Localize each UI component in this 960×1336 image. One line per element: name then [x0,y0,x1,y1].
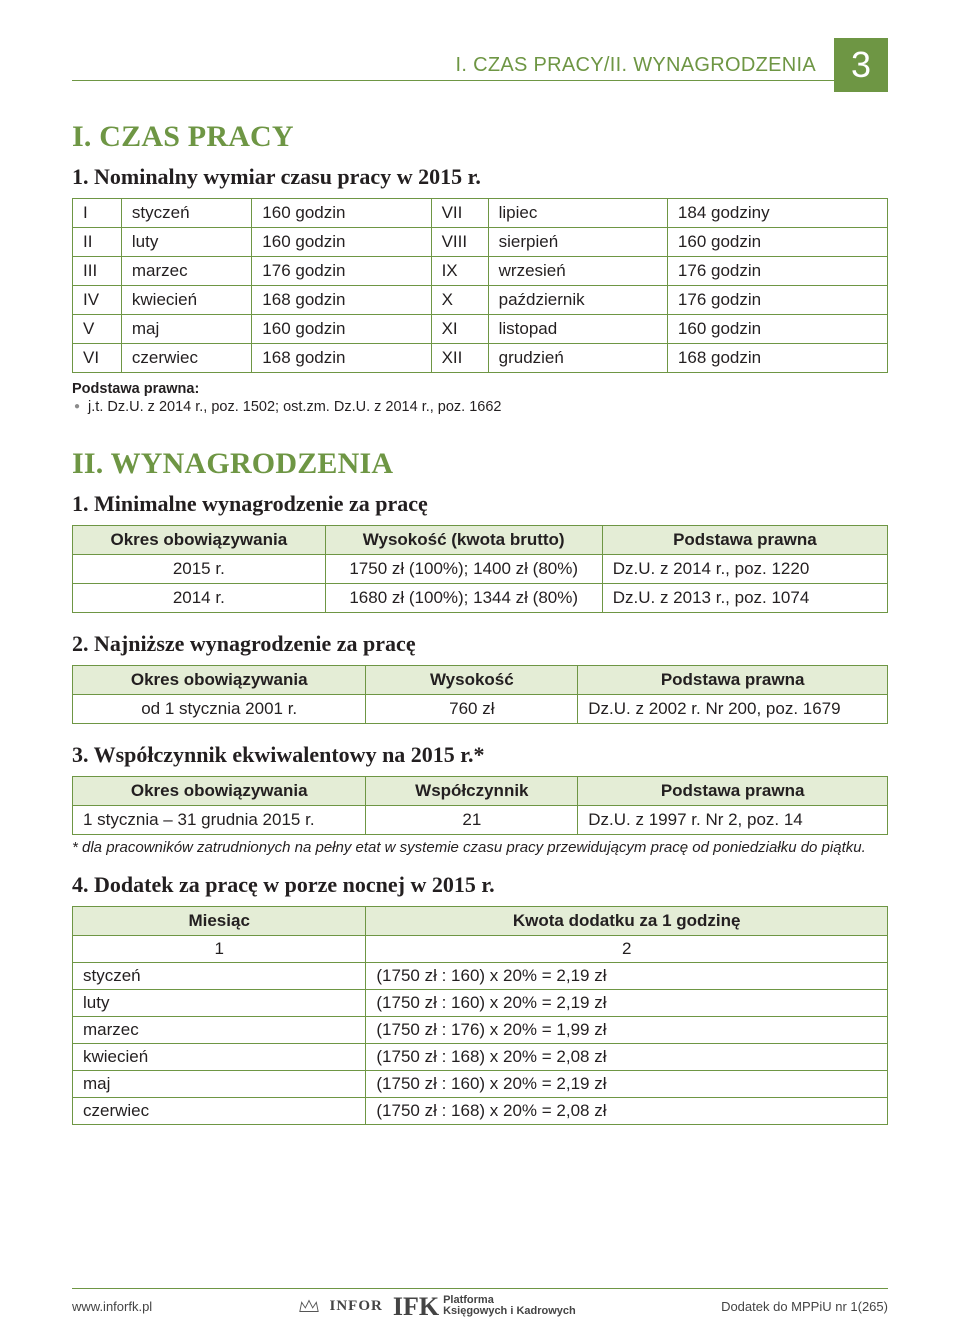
table-row: czerwiec(1750 zł : 168) x 20% = 2,08 zł [73,1098,888,1125]
footer-infor-logo: INFOR [330,1298,383,1315]
section-2-sub1-title: 1. Minimalne wynagrodzenie za pracę [72,491,888,517]
header-rule [72,80,834,81]
table-row: IVkwiecień168 godzinXpaździernik176 godz… [73,286,888,315]
table-column-number-row: 1 2 [73,936,888,963]
footer-ifk-text: IFK [393,1295,439,1318]
table-row: Vmaj160 godzinXIlistopad160 godzin [73,315,888,344]
crown-icon [298,1298,320,1314]
min-wage-table: Okres obowiązywania Wysokość (kwota brut… [72,525,888,613]
legal-basis-title: Podstawa prawna: [72,381,888,397]
table-row: luty(1750 zł : 160) x 20% = 2,19 zł [73,990,888,1017]
table-header-row: Miesiąc Kwota dodatku za 1 godzinę [73,907,888,936]
table-row: IIluty160 godzinVIIIsierpień160 godzin [73,228,888,257]
section-2-sub4-title: 4. Dodatek za pracę w porze nocnej w 201… [72,872,888,898]
running-header-text: I. CZAS PRACY/II. WYNAGRODZENIA [456,54,816,77]
lowest-wage-table: Okres obowiązywania Wysokość Podstawa pr… [72,665,888,724]
footer-ifk-block: IFK Platforma Księgowych i Kadrowych [393,1295,576,1318]
table-row: maj(1750 zł : 160) x 20% = 2,19 zł [73,1071,888,1098]
page-number-box: 3 [834,38,888,92]
running-header: I. CZAS PRACY/II. WYNAGRODZENIA 3 [72,38,888,92]
table-row: IIImarzec176 godzinIXwrzesień176 godzin [73,257,888,286]
legal-basis-list: j.t. Dz.U. z 2014 r., poz. 1502; ost.zm.… [72,399,888,415]
legal-basis-item: j.t. Dz.U. z 2014 r., poz. 1502; ost.zm.… [74,399,888,415]
table-header-row: Okres obowiązywania Współczynnik Podstaw… [73,777,888,806]
table-header-row: Okres obowiązywania Wysokość Podstawa pr… [73,666,888,695]
section-2-title: II. WYNAGRODZENIA [72,447,888,481]
footer-issue: Dodatek do MPPiU nr 1(265) [721,1299,888,1314]
table-row: 2015 r.1750 zł (100%); 1400 zł (80%)Dz.U… [73,555,888,584]
footer-sub2: Księgowych i Kadrowych [443,1306,576,1318]
table-row: kwiecień(1750 zł : 168) x 20% = 2,08 zł [73,1044,888,1071]
table-row: marzec(1750 zł : 176) x 20% = 1,99 zł [73,1017,888,1044]
footer-logo-block: INFOR IFK Platforma Księgowych i Kadrowy… [298,1295,576,1318]
section-1-title: I. CZAS PRACY [72,120,888,154]
table-row: 2014 r.1680 zł (100%); 1344 zł (80%)Dz.U… [73,584,888,613]
footer-url: www.inforfk.pl [72,1299,152,1314]
page-number: 3 [851,44,871,86]
table-header-row: Okres obowiązywania Wysokość (kwota brut… [73,526,888,555]
section-2-sub2-title: 2. Najniższe wynagrodzenie za pracę [72,631,888,657]
coeff-table: Okres obowiązywania Współczynnik Podstaw… [72,776,888,835]
table-row: VIczerwiec168 godzinXIIgrudzień168 godzi… [73,344,888,373]
working-hours-table: Istyczeń160 godzinVIIlipiec184 godziny I… [72,198,888,373]
section-1-sub1-title: 1. Nominalny wymiar czasu pracy w 2015 r… [72,164,888,190]
section-2-sub3-title: 3. Współczynnik ekwiwalentowy na 2015 r.… [72,742,888,768]
table-row: styczeń(1750 zł : 160) x 20% = 2,19 zł [73,963,888,990]
page-footer: www.inforfk.pl INFOR IFK Platforma Księg… [72,1288,888,1318]
table-row: od 1 stycznia 2001 r.760 złDz.U. z 2002 … [73,695,888,724]
table-row: Istyczeń160 godzinVIIlipiec184 godziny [73,199,888,228]
table-row: 1 stycznia – 31 grudnia 2015 r.21Dz.U. z… [73,806,888,835]
coeff-footnote: * dla pracowników zatrudnionych na pełny… [72,839,888,856]
night-addition-table: Miesiąc Kwota dodatku za 1 godzinę 1 2 s… [72,906,888,1125]
